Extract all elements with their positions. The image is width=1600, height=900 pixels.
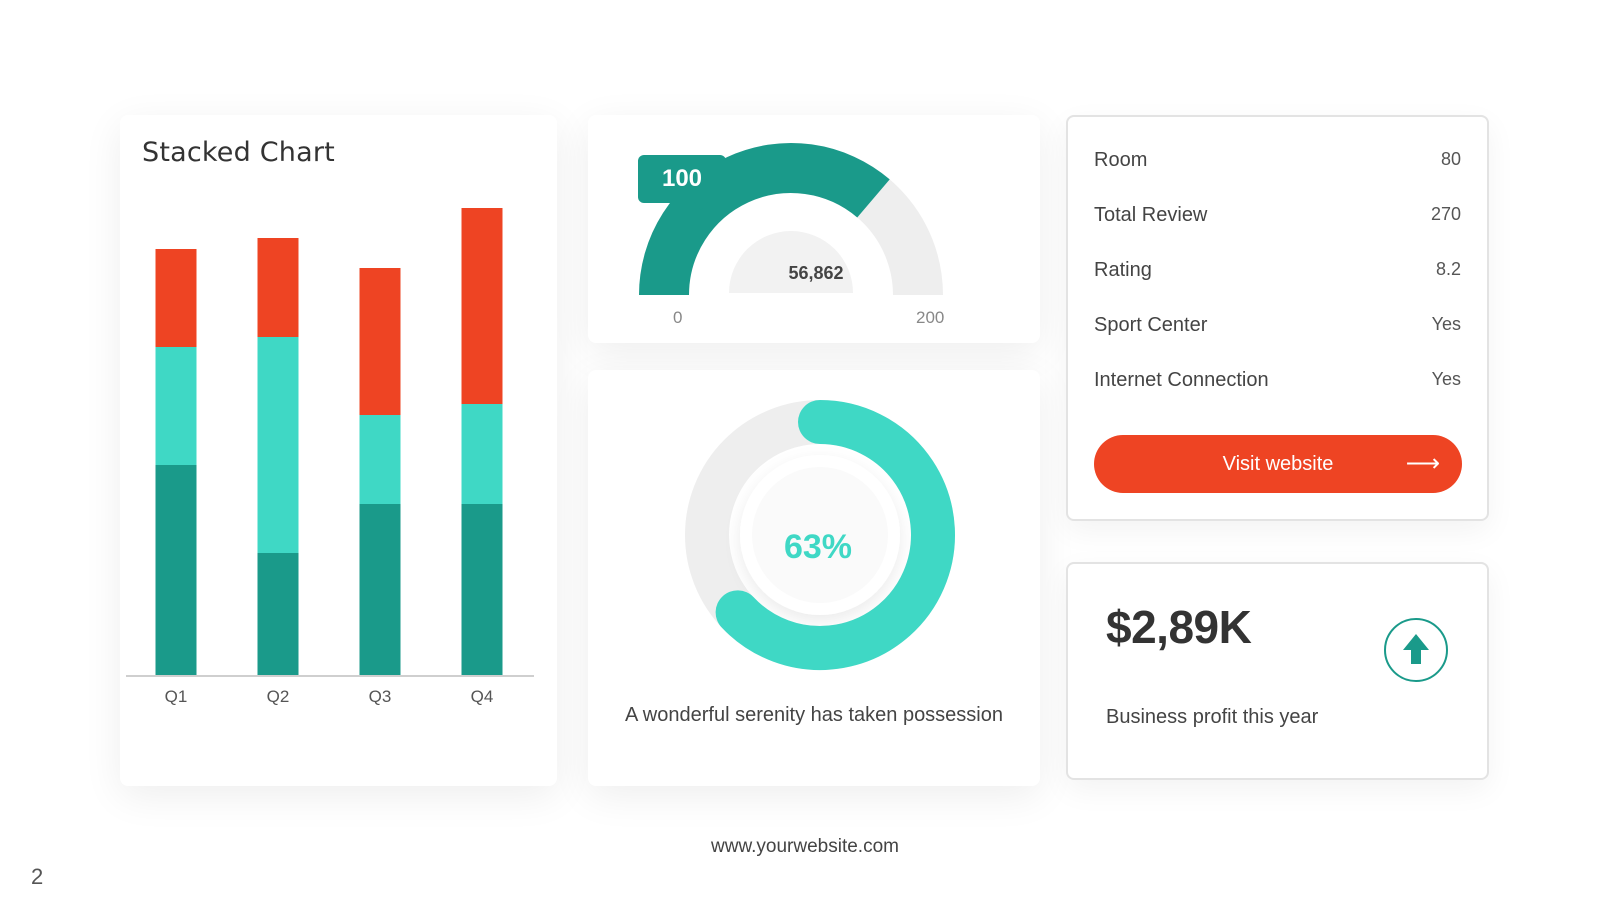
bar-q4-segment-1 (461, 504, 503, 675)
bar-q2-segment-1 (257, 553, 299, 675)
stat-value: Yes (1431, 314, 1461, 334)
gauge-inner-disc (729, 231, 853, 293)
profit-caption: Business profit this year (1106, 706, 1319, 728)
stat-row-sport-center: Sport Center Yes (1094, 314, 1461, 344)
arrow-up-icon[interactable] (1384, 618, 1448, 682)
bar-q2-segment-2 (257, 337, 299, 553)
bar-q4-segment-3 (461, 208, 503, 404)
stat-label: Rating (1094, 259, 1152, 281)
profit-value: $2,89K (1106, 601, 1252, 653)
chart-title: Stacked Chart (142, 137, 335, 168)
stat-row-room: Room 80 (1094, 149, 1461, 179)
x-tick-label: Q2 (267, 687, 290, 706)
stat-label: Internet Connection (1094, 369, 1269, 391)
gauge-min-label: 0 (673, 308, 683, 327)
visit-website-button[interactable]: Visit website ⟶ (1094, 435, 1462, 493)
donut-center-inner (752, 467, 888, 603)
stat-label: Room (1094, 149, 1148, 171)
gauge-card: 100 56,862 0 200 (588, 115, 1040, 343)
gauge-chart (639, 143, 943, 296)
page-number: 2 (31, 864, 44, 889)
visit-website-label: Visit website (1222, 453, 1334, 475)
donut-caption: A wonderful serenity has taken possessio… (625, 704, 1003, 726)
profit-card: $2,89K Business profit this year (1066, 562, 1489, 780)
stat-value: 8.2 (1435, 259, 1461, 279)
stacked-bar-chart: Q1 Q2 Q3 Q4 (126, 208, 534, 706)
stacked-chart-card: Stacked Chart Q1 Q2 Q3 Q4 (120, 115, 557, 786)
stat-row-rating: Rating 8.2 (1094, 259, 1461, 289)
bar-q3-segment-2 (359, 415, 401, 504)
stat-value: 80 (1440, 149, 1461, 169)
stat-label: Sport Center (1094, 314, 1208, 336)
bar-q4-segment-2 (461, 404, 503, 504)
stats-card: Room 80 Total Review 270 Rating 8.2 Spor… (1066, 115, 1489, 521)
stat-value: Yes (1431, 369, 1461, 389)
gauge-value-tooltip: 100 (638, 155, 726, 210)
gauge-center-value: 56,862 (788, 263, 844, 283)
bar-q3-segment-1 (359, 504, 401, 675)
bar-q1-segment-3 (155, 249, 197, 347)
x-tick-label: Q1 (165, 687, 188, 706)
bar-q1-segment-2 (155, 347, 197, 465)
donut-chart (685, 400, 955, 670)
stat-label: Total Review (1094, 204, 1208, 226)
bar-q3-segment-3 (359, 268, 401, 415)
bar-q1-segment-1 (155, 465, 197, 675)
x-tick-label: Q3 (369, 687, 392, 706)
gauge-fill (639, 143, 890, 296)
stat-row-internet-connection: Internet Connection Yes (1094, 369, 1461, 399)
donut-card: 63% A wonderful serenity has taken posse… (588, 370, 1040, 786)
arrow-right-icon: ⟶ (1405, 450, 1440, 477)
gauge-max-label: 200 (916, 308, 945, 327)
donut-percent-label: 63% (783, 528, 853, 566)
stat-row-total-review: Total Review 270 (1094, 204, 1461, 234)
x-tick-label: Q4 (471, 687, 494, 706)
bar-q2-segment-3 (257, 238, 299, 337)
footer-website-url: www.yourwebsite.com (711, 836, 899, 857)
stat-value: 270 (1430, 204, 1461, 224)
donut-fill (715, 400, 955, 670)
